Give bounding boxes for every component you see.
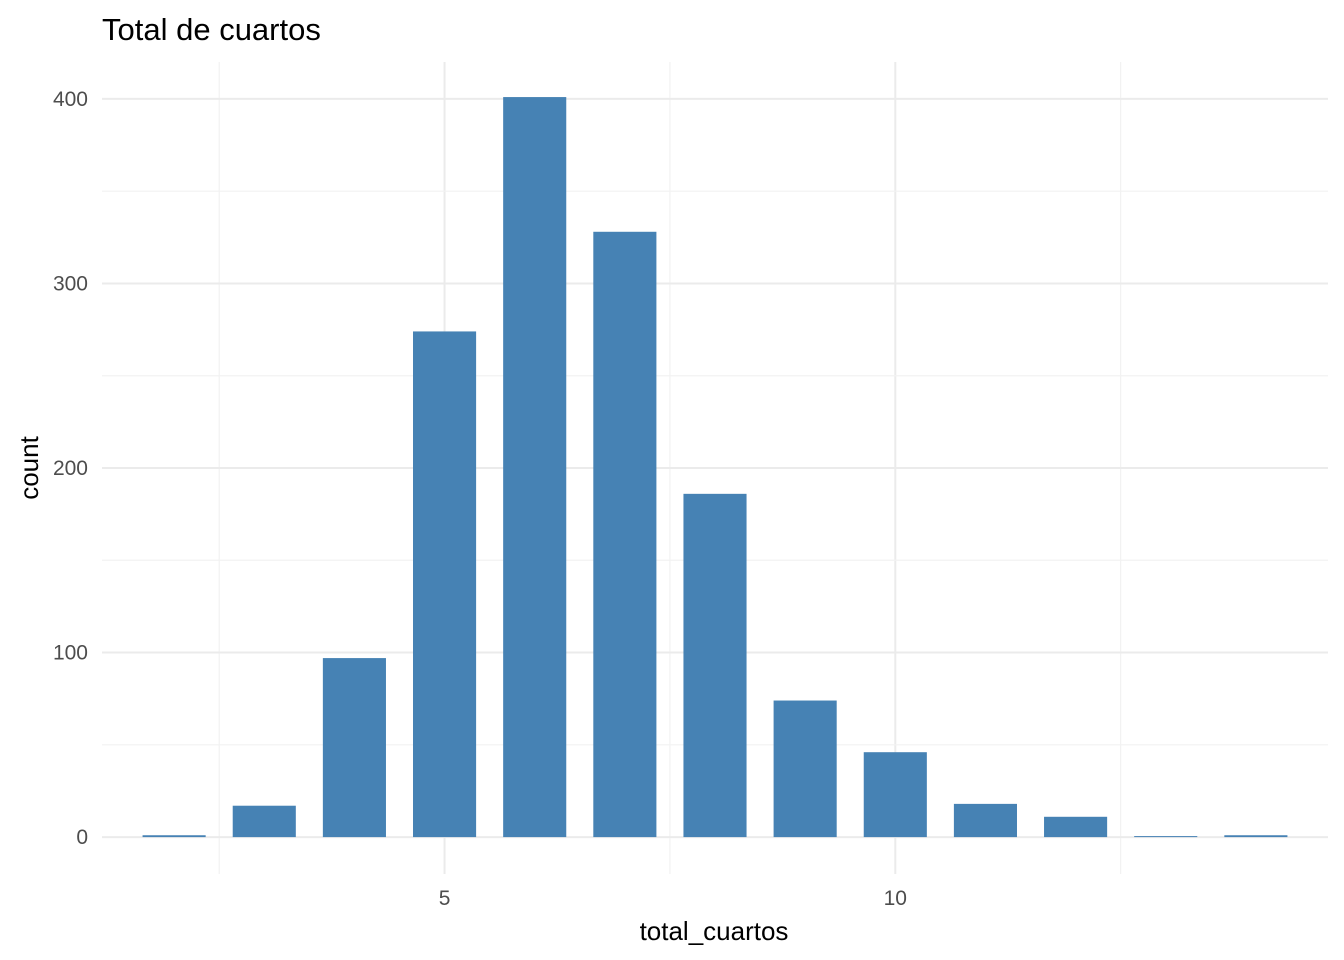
bar bbox=[773, 700, 837, 838]
y-axis-ticks: 0 100 200 300 400 bbox=[53, 88, 88, 849]
chart-title: Total de cuartos bbox=[102, 12, 321, 47]
x-tick-label: 10 bbox=[884, 887, 907, 910]
bar bbox=[142, 835, 206, 838]
bar bbox=[863, 752, 927, 838]
x-axis-ticks: 5 10 bbox=[439, 887, 907, 910]
bar bbox=[413, 331, 477, 838]
y-tick-label: 400 bbox=[53, 88, 88, 111]
bar bbox=[593, 231, 657, 838]
bar bbox=[232, 805, 296, 838]
x-tick-label: 5 bbox=[439, 887, 451, 910]
bar bbox=[1134, 836, 1198, 838]
bar bbox=[503, 97, 567, 838]
bar bbox=[1044, 816, 1108, 838]
y-tick-label: 100 bbox=[53, 642, 88, 665]
y-tick-label: 300 bbox=[53, 272, 88, 295]
bars bbox=[142, 97, 1288, 838]
bar bbox=[953, 803, 1017, 838]
y-tick-label: 200 bbox=[53, 457, 88, 480]
bar bbox=[683, 493, 747, 838]
bar bbox=[322, 658, 386, 838]
x-axis-title: total_cuartos bbox=[640, 916, 789, 946]
y-tick-label: 0 bbox=[76, 826, 88, 849]
y-axis-title: count bbox=[14, 435, 44, 499]
bar bbox=[1224, 835, 1288, 838]
